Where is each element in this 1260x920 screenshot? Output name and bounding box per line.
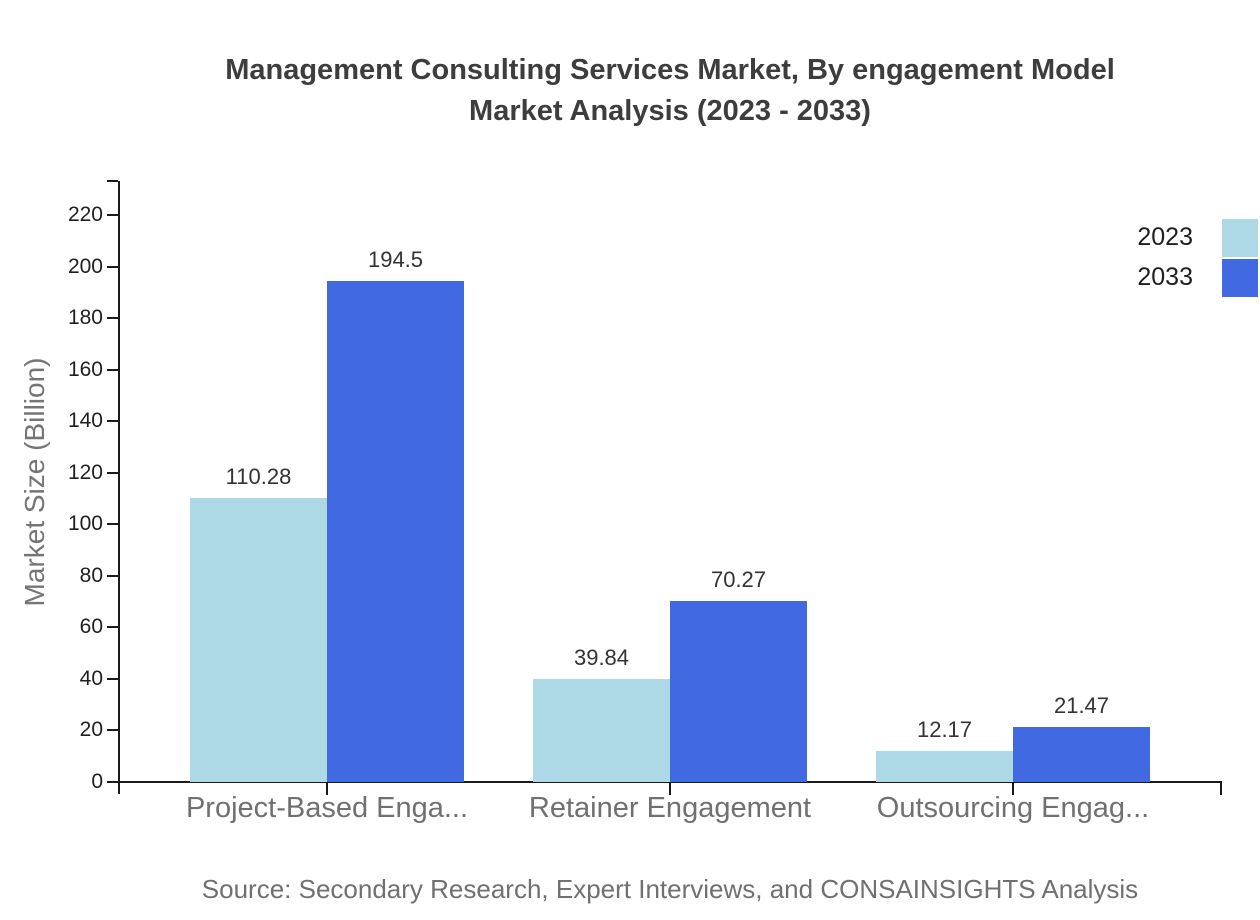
source-note: Source: Secondary Research, Expert Inter… [201, 874, 1139, 904]
x-axis-line [118, 781, 1222, 783]
bar-value-label: 39.84 [573, 645, 630, 671]
y-axis-tick [107, 729, 118, 732]
y-axis-tick [107, 677, 118, 680]
legend-item-2033: 2033 [1073, 258, 1258, 297]
chart-title-line2: Market Analysis (2023 - 2033) [469, 95, 871, 127]
legend-swatch-2033 [1222, 258, 1258, 297]
y-axis-tick-label: 40 [79, 666, 103, 690]
y-axis-tick [107, 574, 118, 577]
bar-2033 [670, 600, 807, 782]
bar-2023 [533, 679, 670, 782]
y-axis-tick [107, 265, 118, 268]
y-axis-tick-label: 180 [67, 306, 103, 330]
bar-value-label: 194.5 [367, 246, 424, 272]
legend-item-2023: 2023 [1073, 218, 1258, 257]
y-axis-tick [107, 626, 118, 629]
y-axis-top-cap [107, 180, 118, 182]
bar-2033 [327, 280, 464, 782]
y-axis-tick-label: 100 [67, 512, 103, 536]
chart-title-line1: Management Consulting Services Market, B… [225, 54, 1115, 86]
y-axis-tick-label: 0 [91, 770, 103, 793]
y-axis-tick [107, 781, 118, 783]
bar-value-label: 12.17 [916, 716, 973, 742]
y-axis-tick [107, 368, 118, 371]
y-axis-tick-label: 140 [67, 409, 103, 433]
y-axis-tick-label: 20 [79, 718, 103, 742]
legend: 2023 2033 [1073, 218, 1258, 298]
bar-2033 [1013, 726, 1150, 782]
y-axis-tick-label: 220 [67, 203, 103, 226]
y-axis-tick [107, 214, 118, 216]
y-axis-tick-label: 160 [67, 357, 103, 381]
category-label: Project-Based Enga... [185, 792, 469, 824]
y-axis-line [118, 181, 120, 794]
y-axis-tick [107, 317, 118, 320]
y-axis-tick-label: 200 [67, 254, 103, 278]
y-axis-tick-label: 80 [79, 563, 103, 587]
category-label: Retainer Engagement [528, 792, 812, 824]
x-axis-tick [1012, 783, 1014, 795]
y-axis-tick [107, 420, 118, 423]
legend-swatch-2023 [1222, 218, 1258, 257]
y-axis-tick-label: 120 [67, 460, 103, 484]
chart-title: Management Consulting Services Market, B… [80, 50, 1260, 132]
bar-value-label: 21.47 [1053, 692, 1110, 718]
category-label: Outsourcing Engag... [876, 792, 1150, 824]
bar-2023 [876, 750, 1013, 782]
legend-label-2033: 2033 [1137, 263, 1193, 291]
y-axis-tick [107, 471, 118, 474]
y-axis-tick [107, 523, 118, 526]
y-axis-tick-label: 60 [79, 615, 103, 639]
x-axis-tick [669, 783, 671, 795]
bar-value-label: 70.27 [710, 566, 767, 592]
x-axis-end-tick [1220, 783, 1222, 795]
bar-2023 [190, 497, 327, 782]
legend-label-2023: 2023 [1137, 223, 1193, 251]
x-axis-tick [326, 783, 328, 795]
bar-value-label: 110.28 [225, 463, 292, 489]
